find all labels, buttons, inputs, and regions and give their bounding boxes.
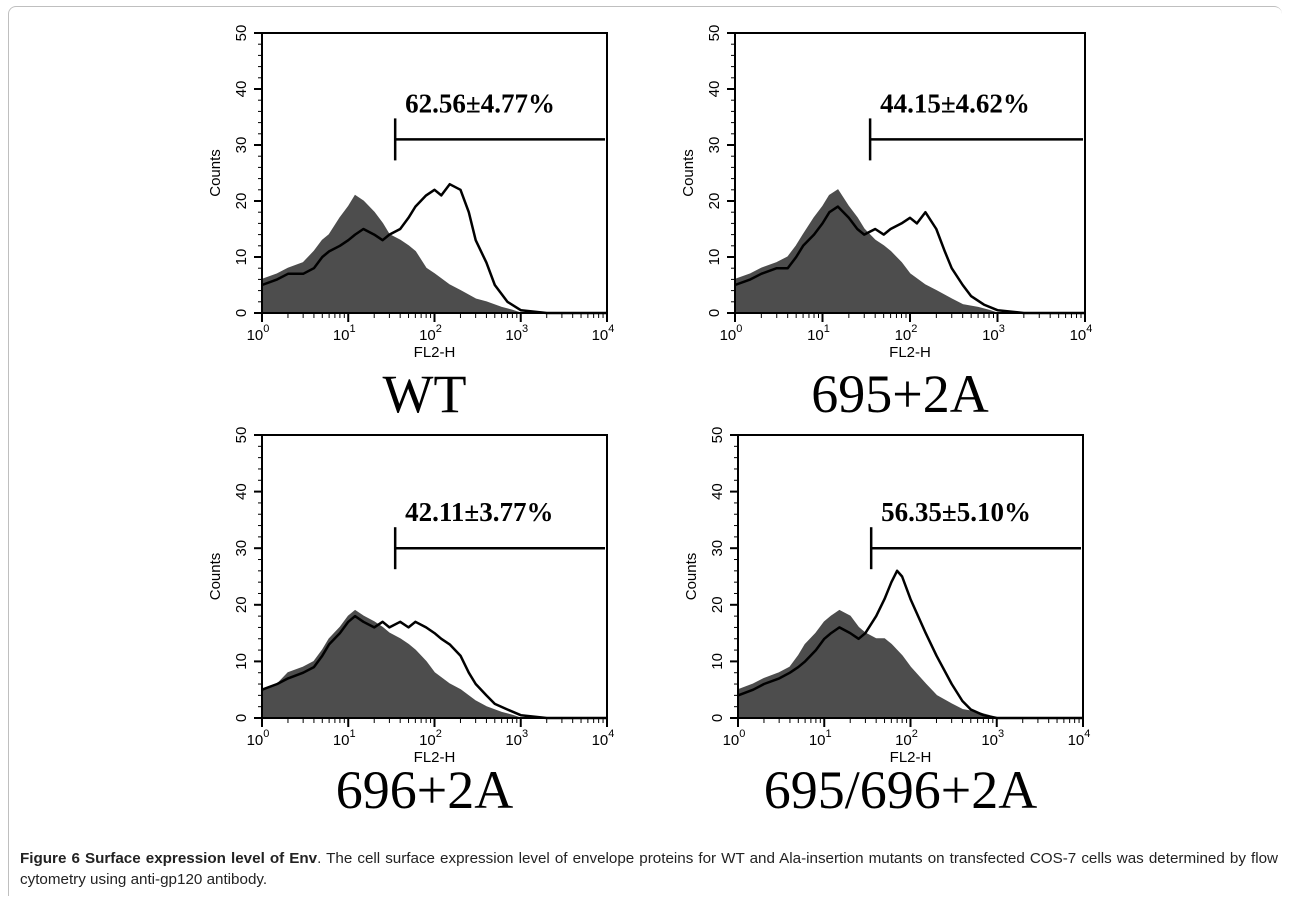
y-tick-label: 50 xyxy=(233,25,250,42)
y-tick-label: 50 xyxy=(709,427,726,444)
y-tick-label: 0 xyxy=(233,309,250,317)
x-tick-label: 101 xyxy=(333,323,356,344)
y-axis-title: Counts xyxy=(207,149,224,197)
x-tick-label: 100 xyxy=(723,728,746,749)
histogram-panel-3: 0 10 20 30 40 50 100 101 102 103 104 FL2-H Counts 42.… xyxy=(207,427,614,820)
x-tick-label: 103 xyxy=(505,323,528,344)
y-tick-label: 30 xyxy=(709,540,726,557)
y-tick-label: 10 xyxy=(233,653,250,670)
y-axis-title: Counts xyxy=(683,553,700,601)
x-tick-label: 100 xyxy=(720,323,743,344)
y-tick-label: 20 xyxy=(233,596,250,613)
series-filled-histogram xyxy=(737,609,1083,719)
gate-percentage-label: 62.56±4.77% xyxy=(405,88,555,118)
x-tick-label: 101 xyxy=(809,728,832,749)
x-tick-label: 104 xyxy=(1068,728,1091,749)
series-line-histogram xyxy=(734,205,1085,315)
series-line-histogram xyxy=(261,182,607,315)
y-tick-label: 50 xyxy=(706,25,723,42)
histogram-panel-2: 0 10 20 30 40 50 100 101 102 103 104 FL2-H Counts 44.… xyxy=(680,25,1092,424)
y-tick-label: 10 xyxy=(706,249,723,266)
y-tick-label: 30 xyxy=(233,137,250,154)
gate-percentage-label: 56.35±5.10% xyxy=(881,497,1031,527)
y-tick-label: 50 xyxy=(233,427,250,444)
y-tick-label: 20 xyxy=(706,193,723,210)
y-tick-label: 30 xyxy=(233,540,250,557)
x-axis-title: FL2-H xyxy=(890,749,932,766)
x-tick-label: 104 xyxy=(592,323,615,344)
panel-title: 695/696+2A xyxy=(764,760,1037,820)
y-tick-label: 40 xyxy=(709,483,726,500)
series-line-histogram xyxy=(737,569,1083,720)
y-tick-label: 30 xyxy=(706,137,723,154)
histogram-panel-1: 0 10 20 30 40 50 100 101 102 103 104 FL2-H Counts 62.… xyxy=(207,25,614,424)
y-tick-label: 40 xyxy=(233,81,250,98)
x-axis-title: FL2-H xyxy=(889,344,931,361)
x-tick-label: 103 xyxy=(505,728,528,749)
figure-title: Surface expression level of Env xyxy=(84,850,318,867)
x-tick-label: 100 xyxy=(247,323,270,344)
x-tick-label: 103 xyxy=(981,728,1004,749)
y-tick-label: 0 xyxy=(706,309,723,317)
figure-caption: Figure 6 Surface expression level of Env… xyxy=(20,848,1278,890)
figure-frame xyxy=(8,6,1282,896)
y-tick-label: 0 xyxy=(709,714,726,722)
y-axis-title: Counts xyxy=(207,553,224,601)
x-tick-label: 101 xyxy=(333,728,356,749)
y-tick-label: 40 xyxy=(706,81,723,98)
panel-title: 696+2A xyxy=(336,760,513,820)
x-tick-label: 101 xyxy=(807,323,830,344)
y-tick-label: 10 xyxy=(233,249,250,266)
y-tick-label: 0 xyxy=(233,714,250,722)
y-tick-label: 10 xyxy=(709,653,726,670)
figure-label: Figure 6 xyxy=(20,850,80,867)
x-tick-label: 103 xyxy=(982,323,1005,344)
y-tick-label: 40 xyxy=(233,483,250,500)
histogram-panel-4: 0 10 20 30 40 50 100 101 102 103 104 FL2-H Counts 56.… xyxy=(683,427,1090,820)
x-tick-label: 102 xyxy=(895,728,918,749)
series-filled-histogram xyxy=(261,609,607,719)
x-tick-label: 102 xyxy=(419,323,442,344)
y-tick-label: 20 xyxy=(709,596,726,613)
series-filled-histogram xyxy=(734,189,1085,314)
gate-percentage-label: 42.11±3.77% xyxy=(405,497,553,527)
gate-percentage-label: 44.15±4.62% xyxy=(880,88,1030,118)
series-line-histogram xyxy=(261,614,607,720)
panel-title: 695+2A xyxy=(811,364,988,424)
x-tick-label: 104 xyxy=(592,728,615,749)
x-tick-label: 102 xyxy=(419,728,442,749)
x-tick-label: 104 xyxy=(1070,323,1093,344)
y-tick-label: 20 xyxy=(233,193,250,210)
x-axis-title: FL2-H xyxy=(414,344,456,361)
x-tick-label: 102 xyxy=(895,323,918,344)
y-axis-title: Counts xyxy=(680,149,697,197)
caption-text: . The cell surface expression level of e… xyxy=(20,850,1278,888)
panel-title: WT xyxy=(383,364,467,424)
series-filled-histogram xyxy=(261,194,607,314)
x-axis-title: FL2-H xyxy=(414,749,456,766)
x-tick-label: 100 xyxy=(247,728,270,749)
